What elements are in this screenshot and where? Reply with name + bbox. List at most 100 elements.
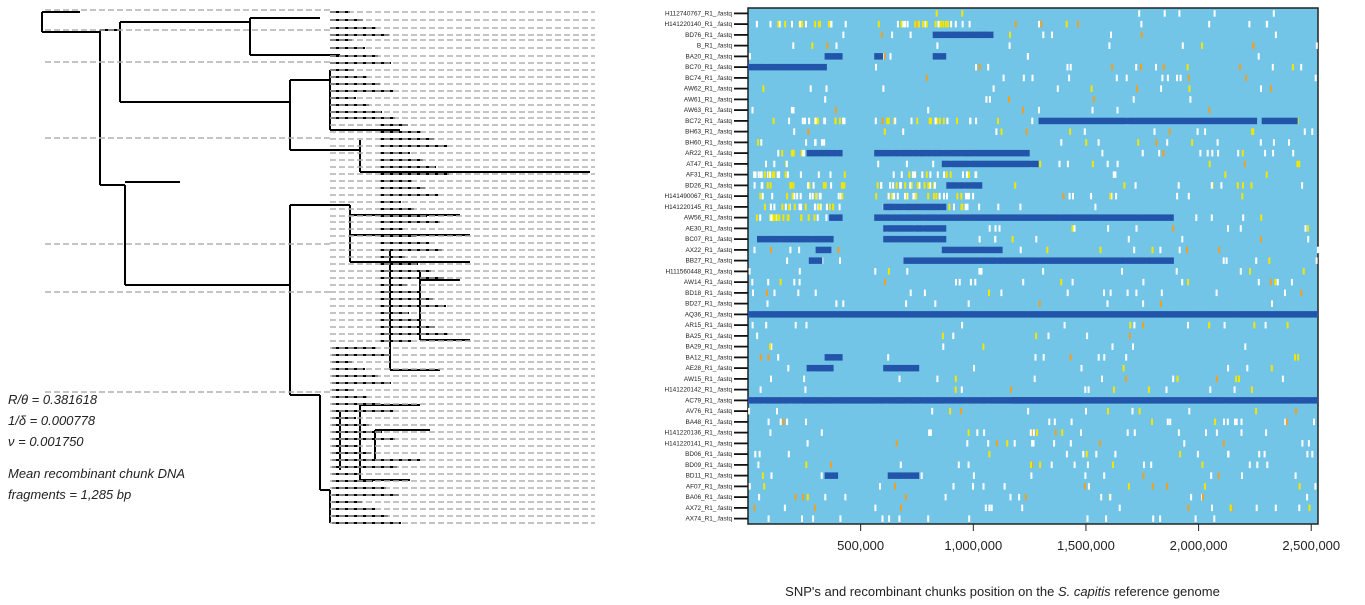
snp-mark: [1238, 375, 1240, 383]
snp-mark: [1066, 160, 1069, 168]
snp-mark: [1210, 472, 1213, 479]
snp-mark: [782, 418, 785, 426]
snp-mark: [809, 85, 812, 92]
snp-mark: [825, 203, 828, 211]
snp-mark: [1084, 472, 1087, 479]
taxon-label: AW14_R1_.fastq: [684, 279, 733, 286]
snp-mark: [932, 160, 935, 168]
snp-mark: [1054, 429, 1057, 436]
snp-mark: [879, 483, 881, 490]
snp-mark: [1229, 504, 1232, 512]
snp-mark: [1295, 407, 1297, 415]
taxon-label: BH63_R1_.fastq: [685, 129, 732, 136]
snp-mark: [842, 117, 845, 125]
snp-mark: [1133, 321, 1136, 329]
snp-mark: [1068, 74, 1071, 82]
snp-mark: [755, 214, 758, 221]
snp-mark: [1301, 440, 1304, 447]
snp-mark: [928, 117, 931, 125]
snp-mark: [1205, 429, 1207, 436]
snp-mark: [806, 493, 809, 501]
snp-mark: [799, 192, 802, 200]
snp-mark: [1269, 278, 1272, 286]
taxon-label: AW56_R1_.fastq: [684, 215, 733, 222]
snp-mark: [1138, 407, 1141, 415]
snp-mark: [1011, 235, 1014, 243]
snp-mark: [965, 171, 968, 178]
snp-mark: [975, 63, 977, 71]
snp-mark: [761, 472, 764, 479]
snp-mark: [953, 203, 955, 211]
snp-mark: [1260, 85, 1262, 92]
snp-mark: [1252, 128, 1255, 135]
snp-mark: [1070, 418, 1073, 426]
snp-mark: [1284, 289, 1286, 297]
snp-mark: [922, 20, 924, 28]
snp-mark: [974, 278, 977, 286]
snp-mark: [987, 440, 990, 447]
snp-mark: [998, 225, 1001, 232]
snp-mark: [1123, 182, 1126, 189]
snp-mark: [1109, 493, 1112, 501]
snp-mark: [791, 192, 794, 200]
snp-mark: [767, 278, 770, 286]
snp-mark: [1211, 504, 1213, 512]
snp-mark: [1069, 63, 1072, 71]
recombinant-chunk: [883, 364, 920, 372]
nu-stat: ν = 0.001750: [8, 434, 84, 449]
snp-mark: [1215, 429, 1218, 436]
recombinant-chunk: [941, 246, 1003, 254]
snp-mark: [896, 192, 899, 200]
snp-mark: [1178, 10, 1181, 17]
snp-mark: [1114, 450, 1117, 458]
snp-mark: [830, 20, 833, 28]
snp-mark: [1142, 321, 1145, 329]
snp-mark: [1161, 74, 1164, 82]
snp-mark: [874, 504, 877, 512]
snp-mark: [766, 182, 769, 189]
snp-mark: [767, 354, 770, 361]
taxon-label: AE30_R1_.fastq: [685, 225, 732, 232]
phylogenetic-tree-panel: R/θ = 0.381618 1/δ = 0.000778 ν = 0.0017…: [0, 0, 600, 540]
snp-mark: [1137, 139, 1140, 146]
snp-mark: [1050, 461, 1053, 469]
snp-mark: [947, 20, 949, 28]
snp-mark: [988, 96, 991, 103]
snp-mark: [949, 171, 952, 178]
snp-mark: [918, 182, 921, 189]
snp-mark: [1297, 354, 1300, 361]
snp-mark: [1060, 139, 1063, 146]
snp-mark: [840, 192, 843, 200]
taxon-label: H141220141_R1_.fastq: [664, 440, 732, 447]
snp-mark: [1304, 225, 1307, 232]
snp-mark: [1196, 450, 1199, 458]
snp-mark: [825, 214, 828, 221]
snp-mark: [1141, 149, 1144, 157]
snp-mark: [1307, 225, 1310, 232]
taxon-label: BA48_R1_.fastq: [685, 419, 732, 426]
snp-mark: [936, 375, 939, 383]
snp-mark: [948, 203, 951, 211]
snp-mark: [881, 515, 884, 522]
snp-mark: [954, 386, 957, 393]
snp-mark: [823, 139, 826, 146]
snp-mark: [883, 53, 886, 60]
snp-mark: [988, 504, 991, 512]
snp-mark: [1248, 461, 1251, 469]
taxon-label: BD76_R1_.fastq: [685, 32, 732, 39]
snp-mark: [748, 53, 751, 60]
snp-mark: [895, 182, 898, 189]
snp-mark: [1042, 354, 1045, 361]
snp-mark: [757, 461, 760, 469]
snp-mark: [1210, 214, 1213, 221]
snp-mark: [1039, 461, 1042, 469]
snp-mark: [1014, 20, 1017, 28]
taxon-label: BD26_R1_.fastq: [685, 182, 732, 189]
snp-mark: [801, 117, 804, 125]
recombinant-chunk: [1038, 117, 1258, 125]
snp-mark: [1178, 246, 1181, 254]
snp-mark: [911, 171, 914, 178]
snp-mark: [1271, 63, 1274, 71]
snp-mark: [1083, 483, 1086, 490]
snp-mark: [942, 117, 945, 125]
